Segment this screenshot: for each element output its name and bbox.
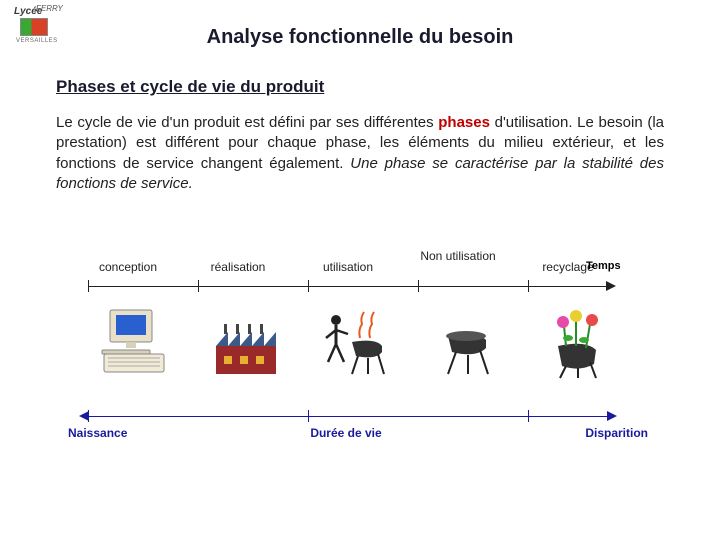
bbq-use-icon bbox=[316, 302, 396, 382]
phase-label-realisation: réalisation bbox=[188, 260, 288, 274]
timeline-tick bbox=[198, 280, 199, 292]
duration-arrow-right-icon bbox=[607, 411, 617, 421]
disparition-label: Disparition bbox=[508, 426, 648, 440]
phases-highlight: phases bbox=[438, 114, 490, 131]
page-title: Analyse fonctionnelle du besoin bbox=[0, 0, 720, 49]
section-subtitle: Phases et cycle de vie du produit bbox=[56, 77, 720, 97]
timeline bbox=[88, 286, 608, 287]
flowers-icon bbox=[536, 302, 616, 382]
duree-label: Durée de vie bbox=[276, 426, 416, 440]
timeline-tick bbox=[308, 280, 309, 292]
duration-tick bbox=[528, 410, 529, 422]
bbq-idle-icon bbox=[426, 302, 506, 382]
phase-label-utilisation: utilisation bbox=[298, 260, 398, 274]
phase-label-conception: conception bbox=[78, 260, 178, 274]
lifecycle-diagram: conception réalisation utilisation Non u… bbox=[88, 256, 632, 456]
naissance-label: Naissance bbox=[68, 426, 208, 440]
timeline-tick bbox=[418, 280, 419, 292]
timeline-arrow-icon bbox=[606, 281, 616, 291]
temps-label: Temps bbox=[586, 260, 621, 272]
computer-icon bbox=[96, 302, 176, 382]
duration-tick bbox=[308, 410, 309, 422]
duration-tick bbox=[88, 410, 89, 422]
duration-line bbox=[88, 416, 608, 417]
body-paragraph: Le cycle de vie d'un produit est défini … bbox=[56, 113, 664, 194]
logo-name: FERRY bbox=[36, 4, 63, 13]
timeline-tick bbox=[528, 280, 529, 292]
school-logo: Lycée FERRY VERSAILLES bbox=[8, 4, 64, 46]
logo-versailles: VERSAILLES bbox=[16, 38, 58, 44]
paragraph-part-1: Le cycle de vie d'un produit est défini … bbox=[56, 114, 438, 131]
timeline-tick bbox=[88, 280, 89, 292]
phase-label-non-utilisation: Non utilisation bbox=[408, 250, 508, 263]
logo-shape bbox=[20, 18, 48, 36]
factory-icon bbox=[206, 302, 286, 382]
